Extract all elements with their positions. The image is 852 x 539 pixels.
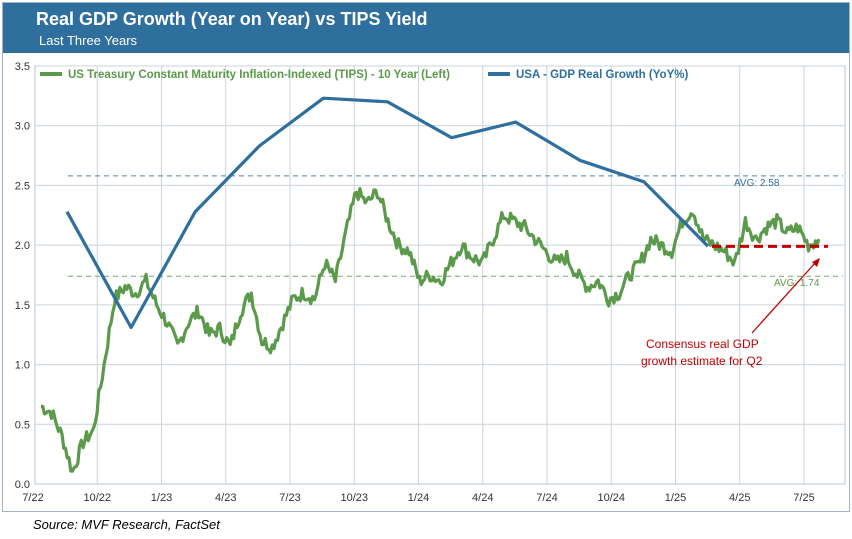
chart-header: Real GDP Growth (Year on Year) vs TIPS Y… <box>3 3 849 53</box>
y-tick-label: 1.0 <box>15 360 30 372</box>
annotation-text-line1: Consensus real GDP <box>646 337 759 351</box>
y-tick-label: 0.0 <box>15 479 30 491</box>
x-tick-label: 4/23 <box>215 492 236 504</box>
y-tick-label: 2.5 <box>15 180 30 192</box>
legend-tips-label: US Treasury Constant Maturity Inflation-… <box>68 69 450 81</box>
avg-label: AVG: 2.58 <box>734 178 780 189</box>
x-tick-label: 7/25 <box>793 492 814 504</box>
y-tick-label: 3.5 <box>15 61 30 73</box>
legend-gdp-swatch <box>488 71 510 76</box>
x-tick-label: 4/24 <box>472 492 493 504</box>
x-tick-label: 1/23 <box>151 492 172 504</box>
y-tick-label: 2.0 <box>15 240 30 252</box>
x-tick-label: 1/24 <box>408 492 429 504</box>
x-tick-label: 7/22 <box>22 492 43 504</box>
annotation-arrow-line <box>751 261 817 334</box>
annotation-text-line2: growth estimate for Q2 <box>641 354 763 368</box>
x-tick-label: 10/23 <box>340 492 368 504</box>
source-note: Source: MVF Research, FactSet <box>33 517 220 532</box>
y-tick-label: 3.0 <box>15 121 30 133</box>
x-tick-label: 1/25 <box>665 492 686 504</box>
x-tick-label: 10/22 <box>83 492 111 504</box>
legend-tips-swatch <box>40 71 62 76</box>
y-tick-label: 1.5 <box>15 300 30 312</box>
annotation-arrowhead <box>812 258 820 267</box>
tips-series-line <box>41 187 821 473</box>
x-tick-label: 7/23 <box>279 492 300 504</box>
legend-gdp: USA - GDP Real Growth (YoY%) <box>488 69 688 81</box>
x-tick-label: 7/24 <box>536 492 557 504</box>
chart-title: Real GDP Growth (Year on Year) vs TIPS Y… <box>36 9 428 29</box>
legend-gdp-label: USA - GDP Real Growth (YoY%) <box>516 69 689 81</box>
legend-tips: US Treasury Constant Maturity Inflation-… <box>40 69 450 81</box>
chart-subtitle: Last Three Years <box>39 33 138 48</box>
x-tick-label: 10/24 <box>597 492 625 504</box>
x-tick-label: 4/25 <box>729 492 750 504</box>
plot-area <box>34 65 846 485</box>
y-tick-label: 0.5 <box>15 419 30 431</box>
